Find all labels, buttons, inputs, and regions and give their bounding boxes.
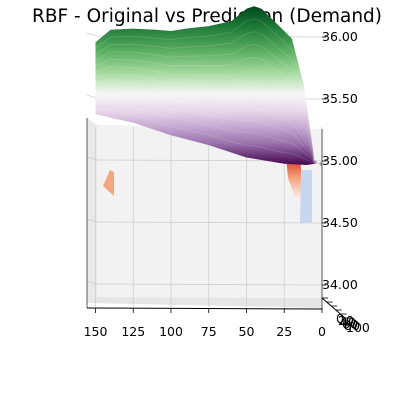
surface-band	[95, 101, 322, 164]
surface	[95, 6, 322, 167]
y-tick-label: 20	[338, 313, 354, 328]
z-axis: 34.00 34.50 35.00 35.50 36.00	[322, 29, 358, 292]
z-tick-label: 35.00	[322, 153, 358, 168]
y-axis-line	[321, 297, 346, 319]
z-tick-label: 34.50	[322, 215, 358, 230]
x-axis-line	[86, 307, 323, 310]
surface-band	[95, 44, 323, 166]
floor-pane	[87, 297, 322, 308]
chart-title: RBF - Original vs Prediction (Demand)	[31, 6, 383, 27]
y-tick-label: 80	[344, 318, 360, 333]
z-tick-label: 35.50	[322, 91, 358, 106]
surface-band	[95, 18, 323, 167]
y-tick-label: 0	[336, 311, 344, 326]
x-tick-label: 100	[159, 324, 183, 339]
surface-band	[95, 107, 323, 164]
x-tick-label: 0	[318, 324, 326, 339]
y-tick-label: 60	[342, 316, 358, 331]
x-tick-label: 75	[201, 324, 217, 339]
coolwarm-surface-fragment	[300, 170, 312, 224]
left-pane	[87, 118, 97, 303]
x-tick-label: 50	[239, 324, 255, 339]
surface-band	[95, 73, 323, 165]
surface-bands	[95, 18, 323, 167]
y-tick-label: 100	[346, 320, 370, 335]
surface-band	[95, 56, 323, 166]
z-gridline	[86, 94, 98, 99]
x-axis: 150 125 100 75 50 25 0	[84, 308, 326, 339]
surface-band	[95, 87, 323, 165]
surface-band	[95, 80, 323, 165]
z-tick-label: 34.00	[322, 277, 358, 292]
back-pane	[97, 125, 322, 298]
z-tick-label: 36.00	[322, 29, 358, 44]
x-tick-label: 150	[84, 324, 108, 339]
surface-band	[95, 95, 323, 164]
y-tick-label: 40	[340, 315, 356, 330]
surface-band	[95, 31, 323, 166]
coolwarm-surface-fragment	[286, 157, 302, 200]
surface-band	[95, 66, 323, 166]
x-tick-label: 25	[276, 324, 292, 339]
x-tick-label: 125	[121, 324, 145, 339]
z-gridline	[86, 32, 98, 37]
coolwarm-surface-fragment	[103, 170, 114, 196]
